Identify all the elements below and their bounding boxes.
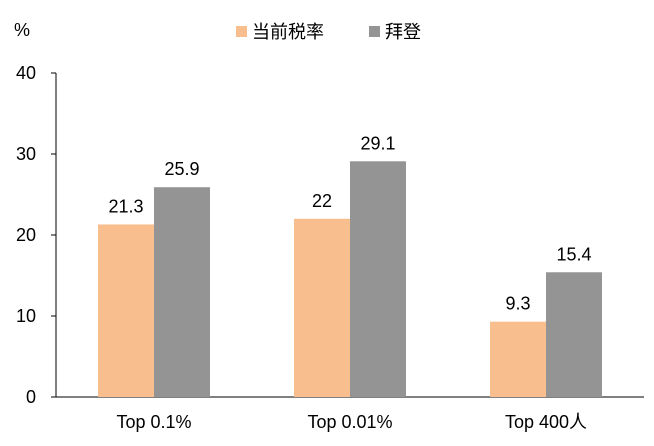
bar-biden	[154, 187, 210, 397]
bar-biden	[546, 272, 602, 397]
data-label: 21.3	[108, 196, 143, 216]
y-tick-label: 30	[16, 144, 36, 164]
legend-swatch-current-rate	[236, 26, 247, 37]
data-label: 22	[312, 191, 332, 211]
y-axis-label: %	[14, 20, 30, 40]
y-tick-label: 20	[16, 225, 36, 245]
bar-current-rate	[98, 224, 154, 397]
data-label: 25.9	[164, 159, 199, 179]
data-label: 29.1	[360, 133, 395, 153]
data-labels: 21.3 25.9 22 29.1 9.3 15.4	[108, 133, 591, 313]
legend-label-current-rate: 当前税率	[252, 22, 324, 42]
data-label: 9.3	[505, 294, 530, 314]
x-tick-label: Top 400人	[505, 412, 587, 432]
x-tick-label: Top 0.1%	[116, 412, 191, 432]
x-tick-label: Top 0.01%	[307, 412, 392, 432]
bar-current-rate	[490, 321, 546, 397]
legend-label-biden: 拜登	[385, 22, 421, 42]
y-tick-label: 10	[16, 306, 36, 326]
y-tick-label: 40	[16, 63, 36, 83]
bar-current-rate	[294, 218, 350, 397]
data-label: 15.4	[556, 244, 591, 264]
y-tick-label: 0	[26, 387, 36, 407]
bars	[98, 161, 602, 397]
bar-biden	[350, 161, 406, 397]
y-ticks: 0 10 20 30 40	[16, 63, 56, 407]
legend-swatch-biden	[369, 26, 380, 37]
x-tick-labels: Top 0.1% Top 0.01% Top 400人	[116, 412, 587, 432]
legend: 当前税率 拜登	[236, 22, 421, 42]
